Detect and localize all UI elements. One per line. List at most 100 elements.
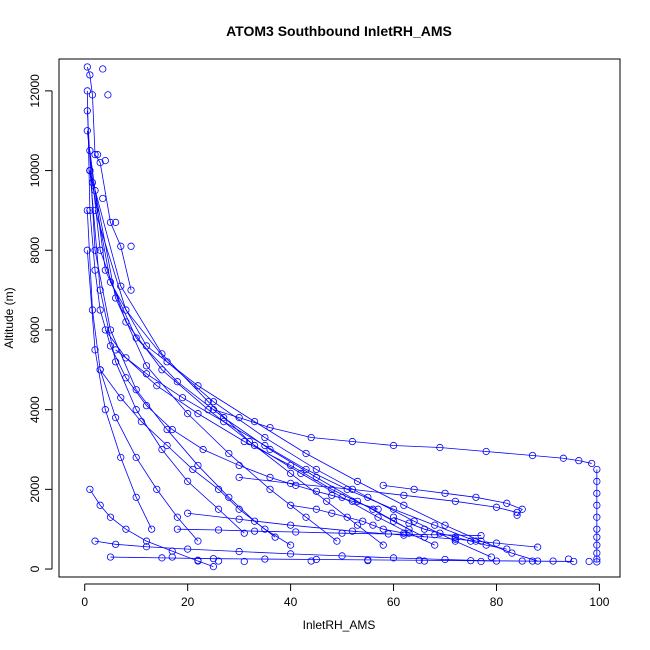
data-point <box>184 410 192 418</box>
data-point <box>112 414 120 422</box>
y-tick-label: 12000 <box>28 74 42 108</box>
data-point <box>158 445 166 454</box>
data-point <box>287 461 295 470</box>
data-point <box>235 547 243 556</box>
x-tick-label: 40 <box>284 595 298 609</box>
data-point <box>214 526 223 534</box>
data-point <box>312 505 320 513</box>
data-point <box>379 481 387 489</box>
series-line <box>89 170 538 562</box>
data-point <box>364 493 372 501</box>
data-point <box>487 553 495 561</box>
series-line <box>94 540 497 562</box>
data-point <box>451 535 459 543</box>
data-point <box>374 513 382 521</box>
data-point <box>379 541 387 549</box>
series-profile <box>593 465 601 566</box>
series-profile <box>112 346 480 545</box>
series-line <box>115 349 477 542</box>
data-point <box>101 326 109 334</box>
data-point <box>302 449 310 458</box>
data-point <box>88 178 97 187</box>
series-line <box>110 556 574 562</box>
data-point <box>132 493 140 501</box>
data-point <box>86 166 94 175</box>
y-tick-label: 6000 <box>28 316 42 343</box>
data-point <box>194 556 202 564</box>
series-profile <box>379 481 526 519</box>
data-point <box>240 437 248 446</box>
data-point <box>235 414 243 422</box>
series-profile <box>83 107 279 541</box>
data-point <box>91 346 99 354</box>
series-line <box>94 190 338 542</box>
data-point <box>158 350 166 358</box>
data-point <box>101 406 109 414</box>
y-axis: 0 2000 4000 6000 8000 10000 12000 <box>28 74 53 572</box>
data-point <box>431 541 439 549</box>
data-point <box>96 159 104 167</box>
data-point <box>389 505 398 513</box>
data-point <box>163 425 171 434</box>
data-point <box>266 423 274 432</box>
data-point <box>415 556 423 564</box>
series-profile <box>209 406 596 468</box>
data-point <box>451 533 459 541</box>
data-point <box>96 286 104 294</box>
data-point <box>106 553 115 561</box>
series-line <box>86 90 379 510</box>
plot-frame <box>58 58 621 578</box>
x-tick-label: 100 <box>589 595 609 609</box>
data-point <box>199 445 207 454</box>
data-point <box>441 521 449 529</box>
data-point <box>112 218 120 226</box>
chart-title: ATOM3 Southbound InletRH_AMS <box>226 23 452 39</box>
series-line <box>213 409 592 464</box>
data-point <box>86 71 94 79</box>
data-point <box>214 557 223 565</box>
data-point <box>410 485 418 493</box>
data-point <box>91 537 99 545</box>
data-point <box>492 539 501 547</box>
data-point <box>518 505 526 513</box>
data-point <box>112 358 120 366</box>
data-point <box>173 513 181 521</box>
data-point <box>400 529 408 537</box>
x-tick-label: 80 <box>490 595 504 609</box>
data-point <box>225 493 233 501</box>
data-point <box>132 406 140 414</box>
series-line <box>383 484 523 516</box>
series-line <box>393 516 507 550</box>
series-profile <box>106 553 578 566</box>
series-line <box>89 489 214 568</box>
data-point <box>83 87 91 95</box>
data-point <box>348 485 356 493</box>
data-point <box>158 366 166 374</box>
data-point <box>593 489 601 497</box>
data-point <box>323 497 331 505</box>
data-point <box>112 294 120 302</box>
x-tick-label: 20 <box>181 595 195 609</box>
data-point <box>261 441 269 450</box>
x-axis: 0 20 40 60 80 100 <box>81 583 610 609</box>
series-profile <box>86 166 248 537</box>
data-point <box>482 447 490 456</box>
data-point <box>106 513 115 521</box>
data-point <box>83 246 91 254</box>
data-point <box>209 563 218 571</box>
series-profile <box>83 246 156 533</box>
data-point <box>328 491 336 499</box>
data-point <box>214 485 223 493</box>
data-point <box>441 555 449 564</box>
data-point <box>194 461 202 470</box>
data-point <box>96 366 104 374</box>
data-point <box>384 530 392 538</box>
data-point <box>106 342 115 350</box>
data-point <box>91 206 99 215</box>
data-point <box>477 531 485 540</box>
data-point <box>420 525 429 533</box>
data-point <box>328 509 336 517</box>
series-profile <box>235 473 521 517</box>
data-point <box>266 485 274 493</box>
data-point <box>104 91 112 99</box>
